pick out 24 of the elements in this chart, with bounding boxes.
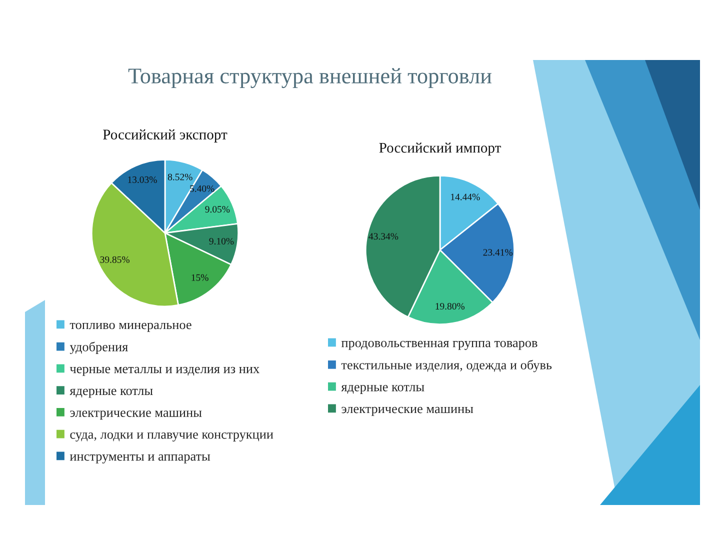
legend-label: продовольственная группа товаров: [341, 340, 538, 350]
data-label: 19.80%: [436, 302, 465, 310]
data-label: 15%: [192, 274, 208, 281]
data-label: 9.10%: [209, 238, 234, 245]
data-label: 14.44%: [451, 194, 480, 200]
legend-label: электрические машины: [342, 406, 474, 416]
legend-label: суда, лодки и плавучие конструкции: [70, 432, 274, 442]
chart-title: Российский импорт: [379, 142, 501, 156]
legend-label: удобрения: [70, 342, 128, 354]
legend-label: черные металлы и изделия из них: [70, 366, 260, 376]
data-label: 9.05%: [205, 206, 230, 213]
data-label: 8.52%: [168, 174, 192, 180]
data-label: 39.85%: [100, 256, 130, 263]
data-label: 23.41%: [483, 249, 513, 256]
legend-label: ядерные котлы: [70, 388, 153, 398]
legend-label: топливо минеральное: [70, 322, 192, 332]
chart-subtitle: Российский экспорт: [103, 129, 228, 142]
legend-label: инструменты и аппараты: [70, 454, 210, 464]
legend-label: ядерные котлы: [341, 384, 424, 394]
data-label: 13.03%: [128, 176, 157, 184]
data-label: 43.34%: [368, 233, 398, 240]
legend-label: электрические машины: [70, 410, 202, 420]
chart-title: Товарная структура внешней торговли: [128, 68, 492, 88]
legend-label: текстильные изделия, одежда и обувь: [341, 360, 552, 372]
